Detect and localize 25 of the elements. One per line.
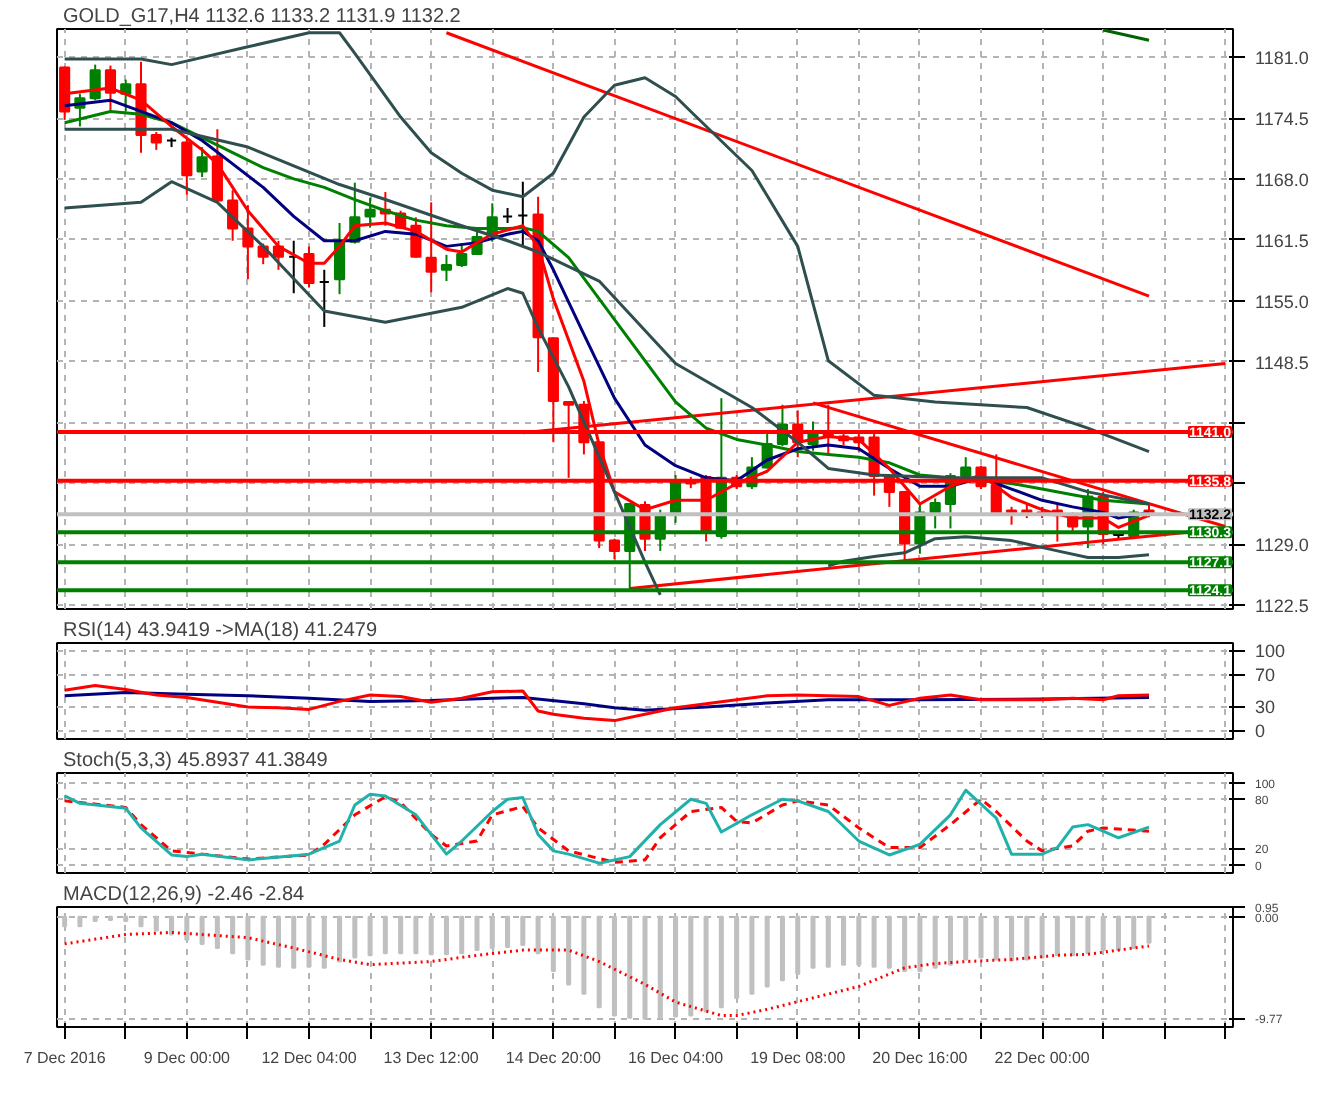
x-tick-label: 9 Dec 00:00 [143, 1049, 232, 1067]
y-tick-label: 1174.5 [1255, 109, 1309, 130]
x-tick-label: 22 Dec 00:00 [994, 1049, 1091, 1067]
x-tick-label: 14 Dec 20:00 [505, 1049, 603, 1067]
y-tick-label: 1129.0 [1255, 535, 1309, 556]
x-tick-label: 13 Dec 12:00 [383, 1049, 480, 1067]
y-tick-label: 1122.5 [1255, 596, 1309, 617]
y-tick-label: 1181.0 [1255, 48, 1309, 69]
y-tick-label: 70 [1255, 665, 1276, 686]
chart-title: Stoch(5,3,3) 45.8937 41.3849 [63, 750, 329, 772]
y-tick-label: 100 [1255, 641, 1286, 662]
y-tick-label: 1148.5 [1255, 352, 1309, 373]
chart-title: RSI(14) 43.9419 ->MA(18) 41.2479 [63, 620, 378, 642]
y-tick-label: 1161.5 [1255, 230, 1309, 251]
y-tick-label: 0 [1255, 721, 1266, 742]
x-tick-label: 16 Dec 04:00 [627, 1049, 725, 1067]
chart-title: GOLD_G17,H4 1132.6 1133.2 1131.9 1132.2 [63, 6, 462, 28]
x-tick-label: 7 Dec 2016 [23, 1049, 107, 1067]
y-tick-label: 1168.0 [1255, 169, 1309, 190]
y-tick-label: 30 [1255, 697, 1276, 718]
x-tick-label: 12 Dec 04:00 [261, 1049, 358, 1067]
x-tick-label: 20 Dec 16:00 [872, 1049, 969, 1067]
x-tick-label: 19 Dec 08:00 [750, 1049, 847, 1067]
y-tick-label: 1155.0 [1255, 291, 1309, 312]
chart-title: MACD(12,26,9) -2.46 -2.84 [63, 884, 306, 906]
